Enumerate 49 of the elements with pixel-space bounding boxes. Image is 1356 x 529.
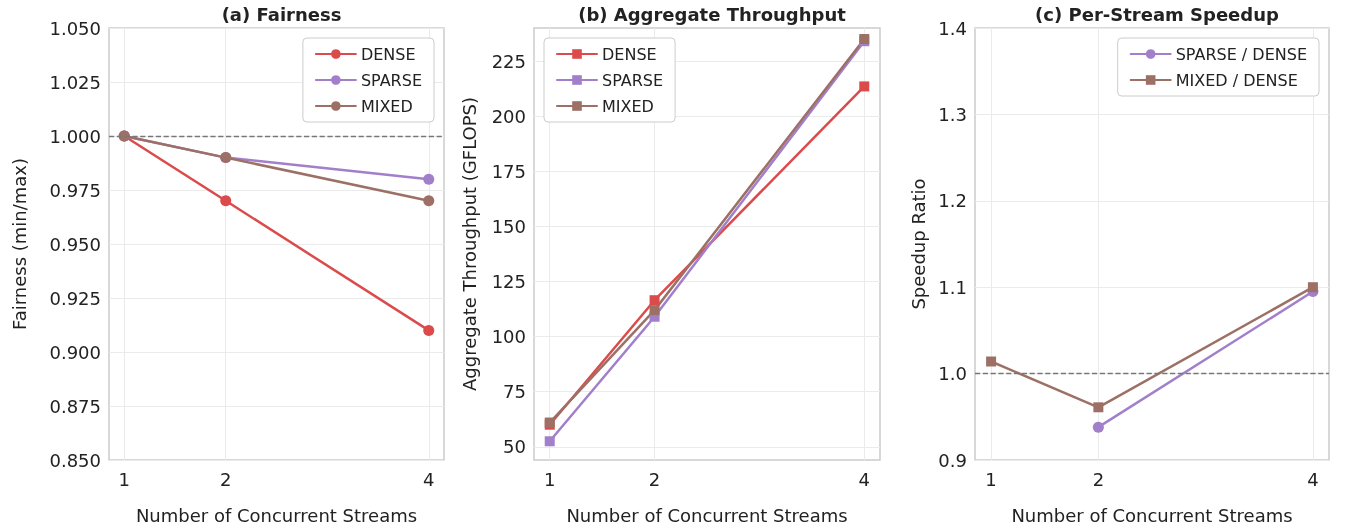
y-tick-label: 0.925	[49, 287, 101, 309]
y-tick-label: 1.0	[938, 363, 967, 385]
y-tick-label: 150	[491, 215, 526, 237]
legend-label: SPARSE	[360, 70, 422, 90]
chart-title: (a) Fairness	[221, 3, 342, 25]
y-tick-label: 200	[491, 105, 526, 127]
x-tick-label: 4	[423, 468, 435, 490]
y-tick-label: 50	[503, 436, 526, 458]
y-tick-label: 1.025	[49, 71, 101, 93]
chart-title: (c) Per-Stream Speedup	[1035, 3, 1280, 25]
y-axis-title: Speedup Ratio	[907, 178, 929, 310]
y-tick-label: 1.2	[938, 190, 967, 212]
y-tick-label: 0.9	[938, 449, 967, 471]
y-tick-label: 1.3	[938, 103, 967, 125]
y-tick-label: 100	[491, 326, 526, 348]
y-tick-label: 0.875	[49, 395, 101, 417]
y-tick-label: 75	[503, 381, 526, 403]
legend-label: MIXED	[360, 96, 413, 116]
y-axis-title: Fairness (min/max)	[8, 157, 30, 331]
y-tick-label: 1.050	[49, 17, 101, 39]
y-tick-label: 1.4	[938, 17, 967, 39]
x-tick-label: 4	[858, 468, 870, 490]
legend-label: MIXED	[602, 96, 654, 116]
legend-label: SPARSE / DENSE	[1175, 44, 1308, 64]
y-tick-label: 125	[491, 270, 526, 292]
legend-label: SPARSE	[602, 70, 664, 90]
x-tick-label: 2	[1092, 468, 1105, 490]
y-tick-label: 0.975	[49, 179, 101, 201]
legend-label: MIXED / DENSE	[1175, 70, 1298, 90]
x-tick-label: 1	[544, 468, 556, 490]
x-axis-title: Number of Concurrent Streams	[1011, 504, 1293, 526]
y-tick-label: 1.1	[938, 276, 967, 298]
y-tick-label: 0.900	[49, 341, 101, 363]
y-axis-title: Aggregate Throughput (GFLOPS)	[458, 96, 480, 392]
legend-label: DENSE	[360, 44, 416, 64]
y-tick-label: 0.850	[49, 449, 101, 471]
x-axis-title: Number of Concurrent Streams	[566, 504, 848, 526]
chart-title: (b) Aggregate Throughput	[578, 3, 847, 25]
x-axis-title: Number of Concurrent Streams	[135, 504, 418, 526]
y-tick-label: 1.000	[49, 125, 101, 147]
x-tick-label: 2	[648, 468, 661, 490]
x-tick-label: 1	[118, 468, 130, 490]
x-tick-label: 1	[985, 468, 997, 490]
legend-label: DENSE	[602, 44, 657, 64]
y-tick-label: 175	[491, 160, 526, 182]
y-tick-label: 225	[491, 50, 526, 72]
x-tick-label: 4	[1307, 468, 1319, 490]
y-tick-label: 0.950	[49, 233, 101, 255]
x-tick-label: 2	[220, 468, 232, 490]
